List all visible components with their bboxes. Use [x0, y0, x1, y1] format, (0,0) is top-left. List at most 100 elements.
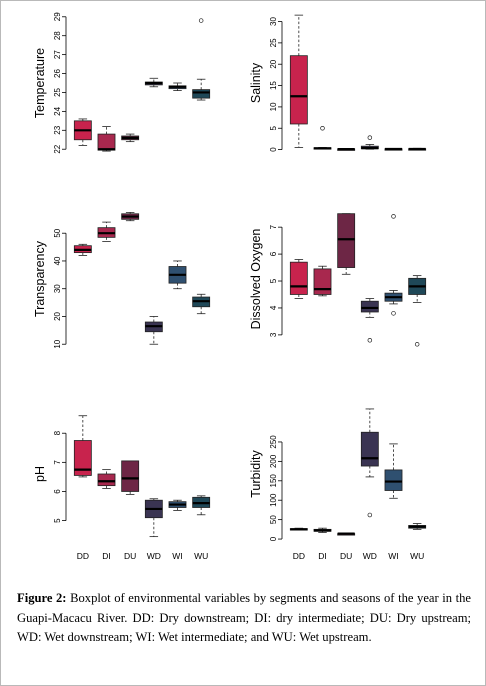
box-WI [168, 499, 187, 511]
y-axis-label: Salinity [249, 62, 263, 103]
y-tick-label: 5 [53, 518, 62, 523]
box-WD [144, 498, 163, 538]
box-WU [408, 523, 427, 530]
x-tick-label: DI [318, 551, 327, 561]
box-WD [360, 135, 379, 150]
x-tick-label: DD [77, 551, 89, 561]
y-tick-label: 8 [53, 430, 62, 435]
y-tick-label: 22 [53, 144, 62, 153]
outlier-point [320, 125, 325, 131]
iqr-box [360, 431, 379, 467]
y-tick-label: 50 [269, 515, 278, 524]
y-tick-label: 100 [269, 493, 278, 507]
box-WI [384, 214, 403, 316]
iqr-box [384, 469, 403, 491]
box-DU [337, 532, 356, 536]
box-WD [144, 316, 163, 345]
y-tick-label: 40 [53, 256, 62, 265]
y-tick-label: 20 [269, 59, 278, 68]
box-WI [384, 147, 403, 151]
box-DU [337, 213, 356, 275]
y-tick-label: 150 [269, 474, 278, 488]
y-tick-label: 4 [269, 305, 278, 310]
box-WU [408, 147, 427, 151]
box-DU [121, 211, 140, 222]
y-tick-label: 25 [269, 38, 278, 47]
y-tick-label: 6 [53, 489, 62, 494]
box-DD [289, 259, 308, 299]
x-tick-label: WU [410, 551, 424, 561]
box-WI [168, 260, 187, 290]
y-tick-label: 7 [53, 460, 62, 465]
box-DU [121, 460, 140, 495]
y-tick-label: 23 [53, 125, 62, 134]
y-axis-label: Dissolved Oxygen [249, 229, 263, 330]
outlier-point [414, 342, 420, 347]
iqr-box [360, 300, 379, 313]
caption-label: Figure 2: [17, 591, 67, 605]
panel-3: 10 20 30 40 50 Transparency [33, 211, 211, 349]
box-DD [73, 415, 92, 478]
panel-6: 0 50 100 150 200 250 Turbidity DD DI DU WD WI WU [249, 408, 427, 561]
x-tick-label: DD [293, 551, 305, 561]
box-DI [97, 221, 116, 242]
y-tick-label: 15 [269, 81, 278, 90]
box-WD [144, 77, 163, 88]
boxplot-grid: 2223242526272829Temperature051015202530S… [33, 12, 427, 561]
x-tick-label: DU [340, 551, 352, 561]
y-tick-label: 25 [53, 87, 62, 96]
outlier-point [367, 135, 373, 140]
box-DU [121, 133, 140, 143]
box-DD [73, 118, 92, 146]
box-WD [360, 408, 379, 518]
y-tick-label: 29 [53, 12, 62, 21]
box-WU [192, 293, 211, 315]
y-tick-label: 24 [53, 106, 62, 115]
y-tick-label: 10 [269, 102, 278, 111]
y-axis-label: Temperature [33, 48, 47, 118]
box-DD [289, 14, 308, 148]
caption-text: Boxplot of environmental variables by se… [17, 591, 472, 644]
y-tick-label: 20 [53, 311, 62, 320]
y-tick-label: 28 [53, 31, 62, 40]
outlier-point [391, 214, 396, 219]
iqr-box [289, 55, 308, 125]
y-tick-label: 0 [269, 536, 278, 541]
box-DI [313, 265, 332, 297]
panel-1: 22 23 24 25 26 27 28 29 Temperature [33, 12, 211, 154]
box-DI [97, 126, 116, 152]
x-tick-label: WD [147, 551, 161, 561]
box-DD [289, 527, 308, 531]
panel-5: 5 6 7 8 pH DD DI DU WD WI WU [33, 415, 211, 561]
y-tick-label: 200 [269, 454, 278, 468]
iqr-box [97, 473, 116, 487]
y-tick-label: 30 [53, 284, 62, 293]
y-tick-label: 5 [269, 125, 278, 130]
outlier-point [198, 18, 204, 23]
box-DI [313, 125, 332, 150]
x-tick-label: WD [363, 551, 377, 561]
y-tick-label: 0 [269, 147, 278, 152]
outlier-point [367, 338, 373, 343]
y-axis-label: Transparency [33, 240, 47, 317]
x-tick-label: WI [388, 551, 398, 561]
y-tick-label: 30 [269, 17, 278, 26]
y-tick-label: 5 [269, 278, 278, 283]
iqr-box [337, 213, 356, 268]
box-WU [192, 18, 211, 101]
y-axis-label: Turbidity [249, 450, 263, 498]
y-tick-label: 3 [269, 332, 278, 337]
iqr-box [289, 261, 308, 295]
iqr-box [73, 440, 92, 476]
outlier-point [391, 311, 396, 316]
y-tick-label: 6 [269, 251, 278, 256]
iqr-box [121, 460, 140, 492]
iqr-box [192, 89, 211, 99]
box-DU [337, 147, 356, 151]
y-axis-label: pH [33, 466, 47, 482]
y-tick-label: 7 [269, 224, 278, 229]
box-WU [408, 275, 427, 347]
panel-2: 0 5 10 15 20 25 30 Salinity [249, 14, 427, 152]
x-tick-label: WI [172, 551, 182, 561]
